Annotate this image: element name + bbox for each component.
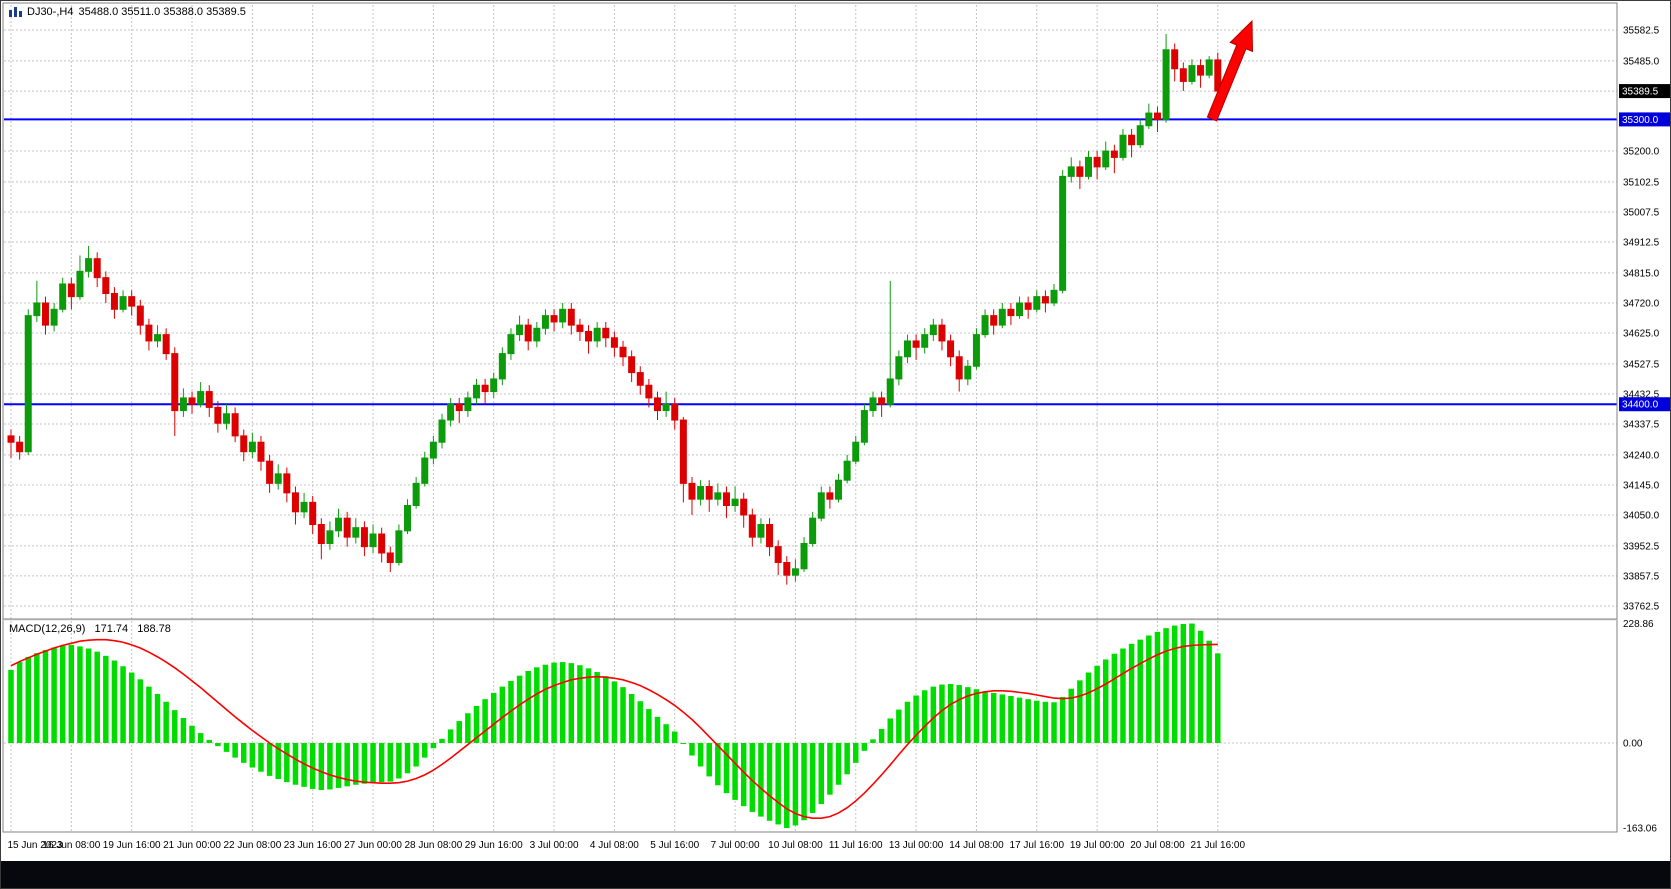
svg-text:34625.0: 34625.0: [1623, 329, 1660, 340]
svg-text:28 Jun 08:00: 28 Jun 08:00: [404, 840, 462, 851]
ohlc-info-bar: DJ30-,H4 35488.0 35511.0 35388.0 35389.5: [9, 6, 246, 18]
svg-text:34432.5: 34432.5: [1623, 389, 1660, 400]
svg-text:15 Jun 2023: 15 Jun 2023: [7, 840, 62, 851]
svg-text:0.00: 0.00: [1623, 739, 1643, 750]
svg-text:35389.5: 35389.5: [1622, 87, 1659, 98]
macd-axis: 228.86 0.00 -163.06: [1623, 619, 1657, 835]
svg-text:34337.5: 34337.5: [1623, 420, 1660, 431]
svg-text:34815.0: 34815.0: [1623, 268, 1660, 279]
svg-text:34527.5: 34527.5: [1623, 359, 1660, 370]
macd-indicator-label: MACD(12,26,9) 171.74 188.78: [9, 623, 177, 635]
macd-main-value: 171.74: [94, 623, 129, 635]
price-axis: 35582.5 35485.0 35389.5 35300.0 35200.0 35102…: [1619, 26, 1670, 612]
svg-text:35200.0: 35200.0: [1623, 147, 1660, 158]
svg-text:33857.5: 33857.5: [1623, 571, 1660, 582]
svg-text:16 Jun 08:00: 16 Jun 08:00: [42, 840, 100, 851]
svg-text:35007.5: 35007.5: [1623, 207, 1660, 218]
svg-text:23 Jun 16:00: 23 Jun 16:00: [284, 840, 342, 851]
svg-text:29 Jun 16:00: 29 Jun 16:00: [465, 840, 523, 851]
svg-text:19 Jun 16:00: 19 Jun 16:00: [103, 840, 161, 851]
symbol-chart-icon: [9, 6, 22, 17]
arrow-annotation[interactable]: [1206, 19, 1254, 122]
svg-text:5 Jul 16:00: 5 Jul 16:00: [650, 840, 699, 851]
svg-text:4 Jul 08:00: 4 Jul 08:00: [590, 840, 639, 851]
symbol-period-label: DJ30-,H4: [27, 6, 74, 18]
svg-text:22 Jun 08:00: 22 Jun 08:00: [223, 840, 281, 851]
svg-text:34400.0: 34400.0: [1622, 400, 1659, 411]
price-tag: [1619, 397, 1670, 412]
svg-text:35582.5: 35582.5: [1623, 26, 1660, 37]
svg-text:3 Jul 00:00: 3 Jul 00:00: [530, 840, 579, 851]
svg-text:19 Jul 00:00: 19 Jul 00:00: [1070, 840, 1125, 851]
svg-text:34145.0: 34145.0: [1623, 480, 1660, 491]
svg-text:228.86: 228.86: [1623, 619, 1654, 630]
svg-text:33762.5: 33762.5: [1623, 601, 1660, 612]
gridlines: [4, 5, 1617, 831]
macd-histogram: [8, 623, 1221, 829]
svg-text:13 Jul 00:00: 13 Jul 00:00: [889, 840, 944, 851]
price-tag: [1619, 84, 1670, 99]
svg-text:34050.0: 34050.0: [1623, 511, 1660, 522]
candlestick-series: [7, 33, 1222, 585]
macd-name: MACD(12,26,9): [9, 623, 86, 635]
svg-text:17 Jul 16:00: 17 Jul 16:00: [1010, 840, 1065, 851]
svg-text:27 Jun 00:00: 27 Jun 00:00: [344, 840, 402, 851]
svg-text:21 Jul 16:00: 21 Jul 16:00: [1191, 840, 1246, 851]
svg-text:10 Jul 08:00: 10 Jul 08:00: [768, 840, 823, 851]
price-tag: [1619, 112, 1670, 127]
chart-frame: [2, 2, 1618, 833]
svg-text:-163.06: -163.06: [1623, 824, 1657, 835]
svg-text:21 Jun 00:00: 21 Jun 00:00: [163, 840, 221, 851]
svg-text:7 Jul 00:00: 7 Jul 00:00: [711, 840, 760, 851]
svg-text:34720.0: 34720.0: [1623, 298, 1660, 309]
svg-text:14 Jul 08:00: 14 Jul 08:00: [949, 840, 1004, 851]
svg-text:35102.5: 35102.5: [1623, 177, 1660, 188]
svg-text:34912.5: 34912.5: [1623, 238, 1660, 249]
macd-signal-line: [10, 638, 1218, 819]
svg-text:34240.0: 34240.0: [1623, 450, 1660, 461]
svg-text:20 Jul 08:00: 20 Jul 08:00: [1130, 840, 1185, 851]
macd-signal-value: 188.78: [137, 623, 171, 635]
svg-text:11 Jul 16:00: 11 Jul 16:00: [829, 840, 883, 851]
bottom-strip: [1, 861, 1670, 888]
ohlc-values: 35488.0 35511.0 35388.0 35389.5: [78, 6, 246, 18]
svg-text:35300.0: 35300.0: [1622, 115, 1659, 126]
horizontal-line-objects[interactable]: [4, 118, 1617, 406]
svg-text:33952.5: 33952.5: [1623, 541, 1660, 552]
svg-text:35485.0: 35485.0: [1623, 56, 1660, 67]
